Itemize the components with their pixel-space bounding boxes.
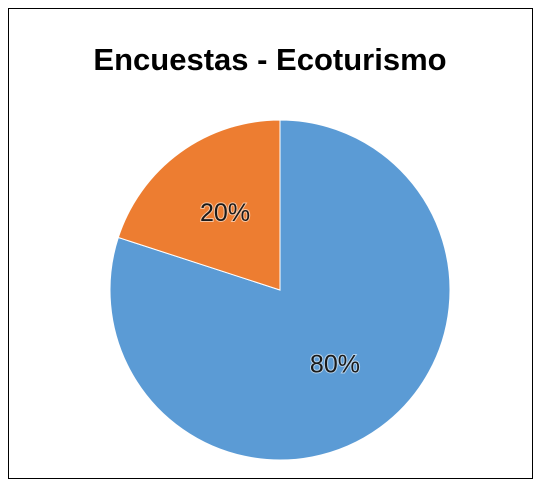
pie-slice	[109, 119, 451, 461]
pie-labels: 80% 20%	[199, 198, 361, 379]
value-label: 20%	[200, 199, 250, 227]
chart-title: Encuestas - Ecoturismo	[93, 42, 446, 77]
pie-slice	[117, 119, 281, 291]
value-label: 80%	[310, 350, 360, 378]
pie	[109, 119, 451, 461]
